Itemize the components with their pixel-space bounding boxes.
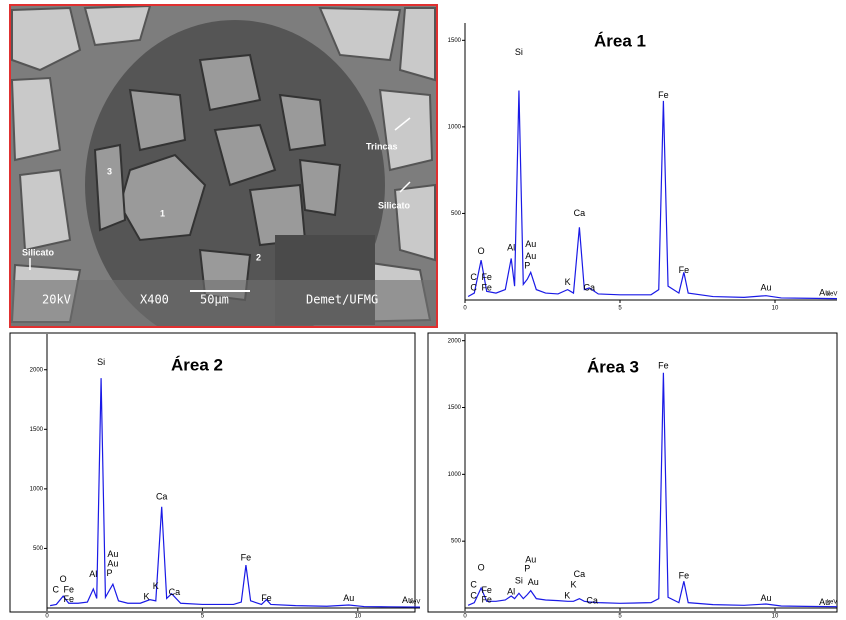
peak-label: Fe: [658, 90, 669, 100]
peak-label: O: [478, 246, 485, 256]
peak-label: K: [153, 581, 159, 591]
spectrum-line: [467, 372, 838, 608]
peak-label: Fe: [658, 360, 669, 370]
peak-label: Al: [507, 242, 515, 252]
micrograph-label: Silicato: [22, 247, 55, 257]
micrograph-label: Trincas: [366, 141, 398, 151]
spectrum-line: [49, 378, 421, 608]
peak-label: Ca: [156, 492, 168, 502]
y-tick-label: 1000: [30, 486, 44, 492]
chart-title: Área 3: [587, 357, 639, 376]
scale-text: 50µm: [200, 293, 229, 307]
x-tick-label: 0: [45, 614, 49, 620]
x-tick-label: 0: [463, 614, 467, 620]
peak-label: O: [60, 574, 67, 584]
y-tick-label: 1500: [448, 405, 462, 411]
peak-label: P: [106, 568, 112, 578]
scale-text: Demet/UFMG: [306, 293, 378, 307]
peak-label: Au: [761, 593, 772, 603]
peak-label: Si: [515, 47, 523, 57]
peak-label: Fe: [679, 265, 690, 275]
x-tick-label: 10: [354, 614, 361, 620]
peak-label: Al: [89, 569, 97, 579]
scale-text: 20kV: [42, 293, 71, 307]
peak-label: P: [524, 261, 530, 271]
peak-label: Fe: [64, 594, 75, 604]
x-tick-label: 5: [618, 306, 622, 312]
peak-label: C: [470, 580, 477, 590]
x-axis-unit: keV: [827, 600, 837, 606]
x-axis-unit: keV: [410, 600, 420, 606]
peak-label: Fe: [481, 272, 492, 282]
chart-title: Área 2: [171, 355, 223, 374]
peak-label: Au: [819, 287, 830, 297]
peak-label: K: [570, 580, 576, 590]
y-tick-label: 2000: [30, 367, 44, 373]
peak-label: O: [478, 562, 485, 572]
y-tick-label: 1500: [30, 427, 44, 433]
peak-label: Fe: [481, 282, 492, 292]
micrograph-label: 2: [256, 252, 261, 262]
peak-label: Au: [402, 595, 413, 605]
peak-label: Al: [507, 586, 515, 596]
y-tick-label: 2000: [448, 338, 462, 344]
x-tick-label: 5: [201, 614, 205, 620]
peak-label: Ca: [169, 587, 181, 597]
scale-text: X400: [140, 293, 169, 307]
peak-label: C: [470, 590, 477, 600]
x-tick-label: 5: [618, 614, 622, 620]
peak-label: Au: [525, 251, 536, 261]
peak-label: Fe: [64, 585, 75, 595]
micrograph: [10, 5, 437, 327]
x-axis-unit: keV: [827, 292, 837, 298]
y-tick-label: 1000: [448, 124, 462, 130]
micrograph-label: Silicato: [378, 200, 411, 210]
micrograph-border: [9, 4, 438, 328]
x-tick-label: 0: [463, 306, 467, 312]
y-tick-label: 500: [33, 546, 44, 552]
peak-label: Au: [528, 577, 539, 587]
spectrum-line: [467, 90, 838, 300]
peak-label: Ca: [574, 569, 586, 579]
peak-label: C: [470, 272, 477, 282]
panel-frame: [427, 332, 838, 613]
peak-label: Fe: [241, 552, 252, 562]
peak-label: Fe: [481, 594, 492, 604]
peak-label: C: [470, 282, 477, 292]
peak-label: Au: [525, 554, 536, 564]
peak-label: P: [524, 564, 530, 574]
peak-label: Au: [107, 558, 118, 568]
peak-label: Ca: [574, 208, 586, 218]
peak-label: K: [565, 277, 571, 287]
peak-label: Ca: [584, 282, 596, 292]
x-tick-label: 10: [772, 614, 779, 620]
peak-label: C: [52, 585, 59, 595]
peak-label: Au: [819, 597, 830, 607]
micrograph-label: 1: [160, 208, 165, 218]
panel-frame: [9, 332, 416, 613]
y-tick-label: 1500: [448, 38, 462, 44]
peak-label: Au: [761, 282, 772, 292]
peak-label: K: [143, 592, 149, 602]
peak-label: Fe: [481, 585, 492, 595]
peak-label: K: [564, 590, 570, 600]
y-tick-label: 1000: [448, 472, 462, 478]
micrograph-label: 3: [107, 166, 112, 176]
x-tick-label: 10: [772, 306, 779, 312]
peak-label: Fe: [679, 570, 690, 580]
peak-label: Au: [343, 593, 354, 603]
chart-title: Área 1: [594, 31, 646, 50]
peak-label: Au: [525, 239, 536, 249]
peak-label: Au: [107, 549, 118, 559]
peak-label: Fe: [261, 593, 272, 603]
y-tick-label: 500: [451, 211, 462, 217]
peak-label: Si: [515, 576, 523, 586]
peak-label: Si: [97, 357, 105, 367]
y-tick-label: 500: [451, 539, 462, 545]
peak-label: Ca: [586, 596, 598, 606]
